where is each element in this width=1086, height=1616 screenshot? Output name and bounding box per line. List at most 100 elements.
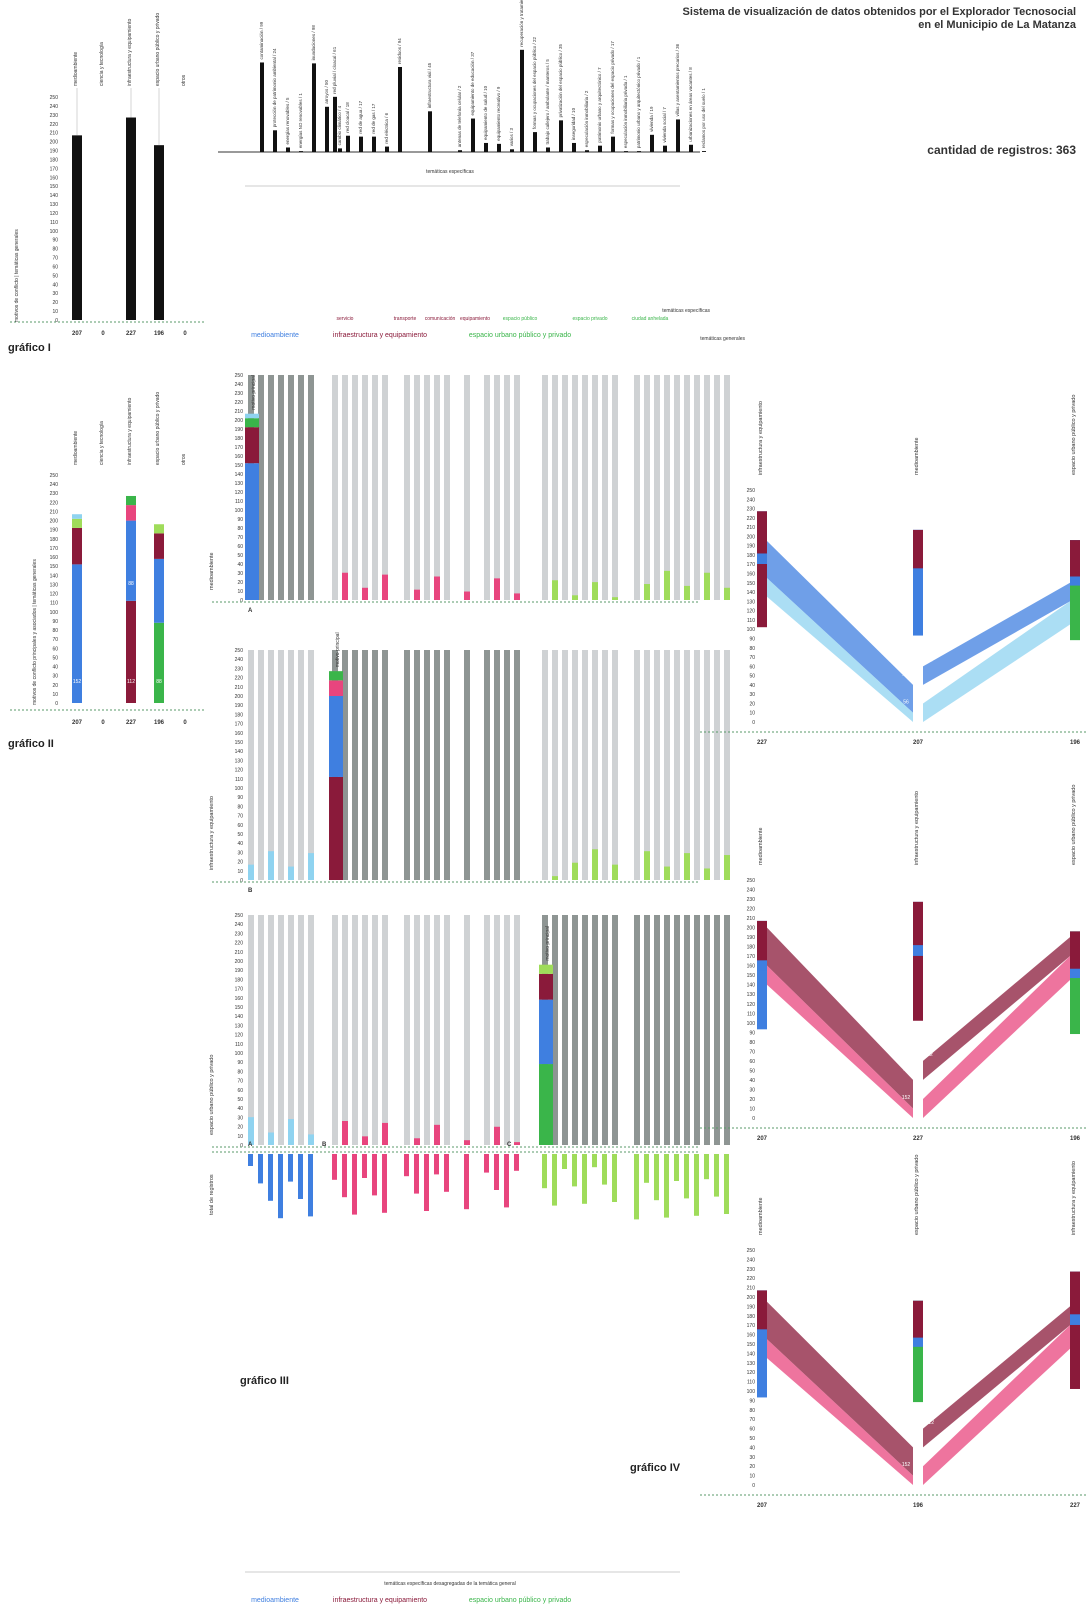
g3-grid-bar (602, 650, 608, 880)
g3-total-bar (288, 1154, 293, 1182)
g4-bar-base (1070, 1271, 1080, 1389)
top-bar-label: cambio climático / 4 (337, 105, 342, 145)
g1-axis-tick: 220 (50, 122, 59, 128)
g4-flow-label: 19 (903, 1434, 909, 1440)
g3-value-bar (464, 591, 470, 600)
g3-grid-bar (674, 375, 680, 600)
g3-row-label: espacio urbano público y privado (209, 1055, 215, 1135)
g3-total-bar (362, 1154, 367, 1178)
g3-row-axis-tick: 70 (237, 535, 243, 541)
top-bar-label: residuos / 94 (397, 38, 402, 64)
g3-row-axis-tick: 120 (235, 1033, 244, 1039)
g4-axis-tick: 190 (747, 544, 756, 550)
g3-value-bar (434, 1124, 440, 1145)
g3-motivo-segment (245, 463, 259, 600)
g4-axis-tick: 50 (749, 1068, 755, 1074)
g3-grid-bar (332, 915, 338, 1145)
g3-motivo-segment (245, 418, 259, 428)
g2-category-label: ciencia y tecnología (99, 421, 105, 465)
g2-axis-tick: 120 (50, 592, 59, 598)
g3-motivo-segment (539, 1064, 553, 1145)
g3-grid-bar (592, 915, 598, 1145)
g3-grid-bar (592, 375, 598, 600)
g4-bar-top (757, 920, 767, 961)
g3-row-axis-tick: 120 (235, 490, 244, 496)
g3-value-bar (362, 1136, 368, 1145)
grafico-iv-label: gráfico IV (630, 1462, 681, 1474)
g2-axis-tick: 10 (52, 692, 58, 698)
g3-grid-bar (582, 650, 588, 880)
g3-grid-bar (444, 915, 450, 1145)
g3-row-axis-tick: 220 (235, 941, 244, 947)
g2-axis-tick: 190 (50, 528, 59, 534)
g3-total-bar (332, 1154, 337, 1180)
g4-value-label: 227 (757, 740, 768, 746)
g3-total-bar (434, 1154, 439, 1175)
g4-flow-band-light (923, 601, 1070, 722)
g3-grid-bar (714, 650, 720, 880)
g3-value-bar (414, 1138, 420, 1145)
g3-row-axis-tick: 140 (235, 472, 244, 478)
g3-row-axis-tick: 30 (237, 571, 243, 577)
g1-value-label: 0 (183, 331, 187, 337)
g3-row-axis-tick: 230 (235, 666, 244, 672)
top-bar-label: antenas de telefonía celular / 2 (457, 85, 462, 147)
g3-grid-bar (694, 915, 700, 1145)
g3-grid-bar (464, 375, 470, 600)
g3-panel-letter: A (248, 608, 253, 614)
top-bar-label: arroyos / 50 (324, 80, 329, 104)
g4-bar-base (1070, 931, 1080, 1035)
g3-row-axis-tick: 80 (237, 1069, 243, 1075)
g3-total-bar (654, 1154, 659, 1201)
g4-column-label: medioambiente (758, 827, 764, 865)
g4-axis-tick: 80 (749, 646, 755, 652)
g4-axis-tick: 190 (747, 935, 756, 941)
g3-motivo-segment (245, 413, 259, 419)
top-bar (273, 130, 277, 152)
top-bar-label: formas y ocupaciones del espacio público… (532, 37, 537, 130)
g4-flow-band (767, 1301, 913, 1476)
g3-grid-bar (342, 375, 348, 600)
g3-row-axis-tick: 10 (237, 589, 243, 595)
g2-axis-tick: 70 (52, 637, 58, 643)
g3-grid-bar (484, 375, 490, 600)
g4-bar-top (913, 901, 923, 946)
g3-total-bar (484, 1154, 489, 1173)
g4-flow-label: 152 (902, 1462, 911, 1468)
g3-row-axis-tick: 130 (235, 1023, 244, 1029)
g2-bar-segment (154, 558, 164, 623)
g1-value-label: 207 (72, 331, 83, 337)
g4-axis-tick: 170 (747, 562, 756, 568)
g4-axis-tick: 40 (749, 683, 755, 689)
g2-axis-tick: 200 (50, 519, 59, 525)
g3-row-axis-tick: 190 (235, 968, 244, 974)
top-bar-label: red cloacal / 18 (345, 102, 350, 133)
g3-value-bar (592, 582, 598, 600)
g3-row-axis-tick: 230 (235, 391, 244, 397)
g4-axis-tick: 30 (749, 1455, 755, 1461)
g4-flow-label: 152 (902, 1095, 911, 1101)
g3-row-axis-tick: 90 (237, 795, 243, 801)
top-bar-label: inundaciones / 98 (311, 25, 316, 61)
g2-segment-label: 112 (127, 679, 135, 685)
g3-grid-bar (352, 375, 358, 600)
g3-grid-bar (572, 915, 578, 1145)
g3-grid-bar (404, 375, 410, 600)
g1-bar-3 (154, 145, 164, 320)
g4-column-label: infraestructura y equipamiento (758, 401, 764, 475)
g4-flow-band (923, 937, 1070, 1080)
top-bar (598, 145, 602, 152)
g3-grid-bar (278, 915, 284, 1145)
g3-grid-bar (464, 915, 470, 1145)
g3-grid-bar (694, 650, 700, 880)
g4-bar-top (757, 511, 767, 554)
g1-bar-0 (72, 135, 82, 320)
g3-grid-bar (542, 375, 548, 600)
g4-axis-tick: 70 (749, 1417, 755, 1423)
g3-total-bar (258, 1154, 263, 1184)
g3-grid-bar (308, 375, 314, 600)
g1-axis-tick: 250 (50, 95, 59, 101)
g3-motivo-segment (245, 427, 259, 464)
g3-total-bar (504, 1154, 509, 1208)
g3-value-bar (382, 574, 388, 600)
